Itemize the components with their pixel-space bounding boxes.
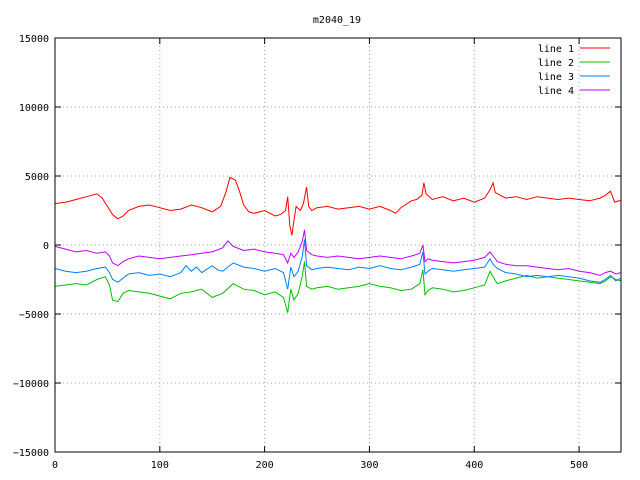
series-line-4 xyxy=(54,229,622,276)
x-tick-label: 200 xyxy=(256,460,274,471)
x-tick-label: 500 xyxy=(570,460,588,471)
series-line-1 xyxy=(54,176,621,236)
y-tick-label: −5000 xyxy=(19,310,49,321)
y-tick-label: 10000 xyxy=(19,103,49,114)
legend-label: line 2 xyxy=(538,58,574,69)
series-line-2 xyxy=(54,261,622,313)
legend: line 1 line 2 line 3 line 4 xyxy=(538,44,610,97)
y-tick-label: 0 xyxy=(43,241,49,252)
legend-label: line 1 xyxy=(538,44,574,55)
y-tick-label: −10000 xyxy=(13,379,49,390)
axis-ticks: −15000 −10000 −5000 0 5000 10000 15000 0 100 200 3… xyxy=(13,34,621,471)
series-line-3 xyxy=(54,239,622,290)
legend-label: line 3 xyxy=(538,72,574,83)
y-tick-label: 5000 xyxy=(25,172,49,183)
y-tick-label: −15000 xyxy=(13,448,49,459)
chart-title: m2040_19 xyxy=(313,15,361,26)
grid xyxy=(55,38,621,452)
x-tick-label: 400 xyxy=(465,460,483,471)
y-tick-label: 15000 xyxy=(19,34,49,45)
x-tick-label: 300 xyxy=(360,460,378,471)
legend-label: line 4 xyxy=(538,86,574,97)
x-tick-label: 0 xyxy=(52,460,58,471)
x-tick-label: 100 xyxy=(151,460,169,471)
series-layer xyxy=(54,176,622,313)
